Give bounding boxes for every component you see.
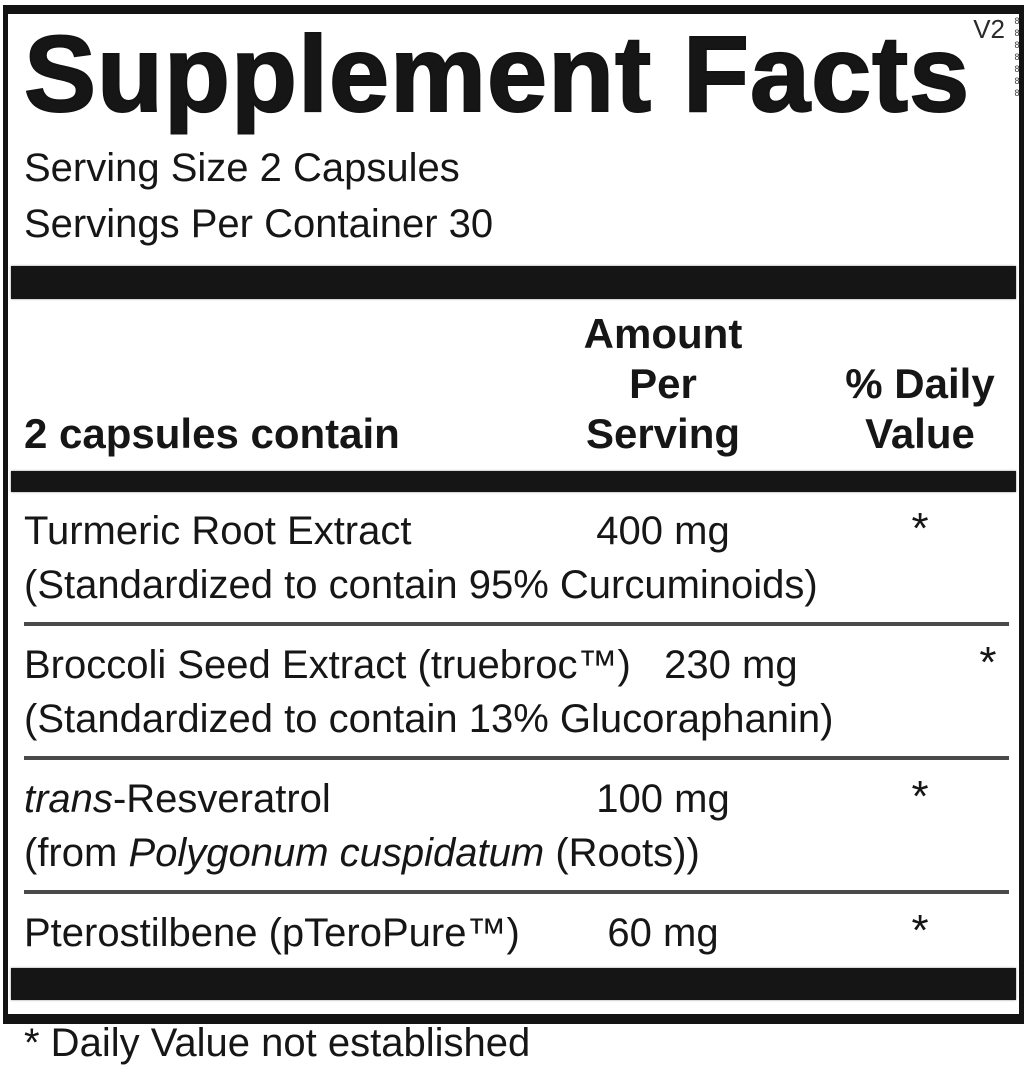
- ingredient-name: Broccoli Seed Extract (truebroc™): [24, 638, 631, 692]
- amount-value: 60 mg: [563, 906, 763, 960]
- supplement-facts-label: V2 8888888 Supplement Facts Serving Size…: [3, 5, 1024, 1024]
- ingredient-name-rest: -Resveratrol: [113, 777, 331, 821]
- separator-bar-bottom: [11, 968, 1016, 1000]
- daily-value-asterisk: *: [831, 504, 1009, 554]
- amount-value: 100 mg: [563, 772, 763, 826]
- ingredient-detail: (Standardized to contain 13% Glucoraphan…: [24, 692, 1028, 746]
- separator-bar-top: [11, 266, 1016, 299]
- table-row-turmeric: Turmeric Root Extract 400 mg * (Standard…: [24, 492, 1009, 626]
- ingredient-name: trans-Resveratrol: [24, 772, 563, 826]
- ingredient-name-italic: trans: [24, 777, 113, 821]
- detail-species-italic: Polygonum cuspidatum: [128, 831, 544, 875]
- ingredient-name: Pterostilbene (pTeroPure™): [24, 906, 563, 960]
- separator-bar-header: [11, 471, 1016, 492]
- table-row-broccoli: Broccoli Seed Extract (truebroc™) 230 mg…: [24, 626, 1009, 760]
- ingredient-detail: (from Polygonum cuspidatum (Roots)): [24, 826, 1009, 880]
- amount-value: 230 mg: [631, 638, 831, 692]
- ingredient-name: Turmeric Root Extract: [24, 504, 563, 558]
- footnote-daily-value: * Daily Value not established: [24, 1000, 1009, 1070]
- table-header: 2 capsules contain Amount Per Serving % …: [24, 299, 1009, 471]
- detail-prefix: (from: [24, 831, 128, 875]
- detail-suffix: (Roots)): [544, 831, 700, 875]
- table-row-pterostilbene: Pterostilbene (pTeroPure™) 60 mg *: [24, 894, 1009, 968]
- amount-value: 400 mg: [563, 504, 763, 558]
- header-contains: 2 capsules contain: [24, 409, 563, 459]
- header-percent-daily-value: % Daily Value: [831, 359, 1009, 459]
- serving-size: Serving Size 2 Capsules: [24, 140, 1009, 196]
- daily-value-asterisk: *: [831, 906, 1009, 956]
- header-amount-per-serving: Amount Per Serving: [563, 309, 763, 459]
- table-row-resveratrol: trans-Resveratrol 100 mg * (from Polygon…: [24, 760, 1009, 894]
- daily-value-asterisk: *: [831, 772, 1009, 822]
- servings-per-container: Servings Per Container 30: [24, 196, 1009, 252]
- ingredient-detail: (Standardized to contain 95% Curcuminoid…: [24, 558, 1009, 612]
- daily-value-asterisk: *: [899, 638, 1028, 688]
- page-title: Supplement Facts: [24, 18, 1009, 130]
